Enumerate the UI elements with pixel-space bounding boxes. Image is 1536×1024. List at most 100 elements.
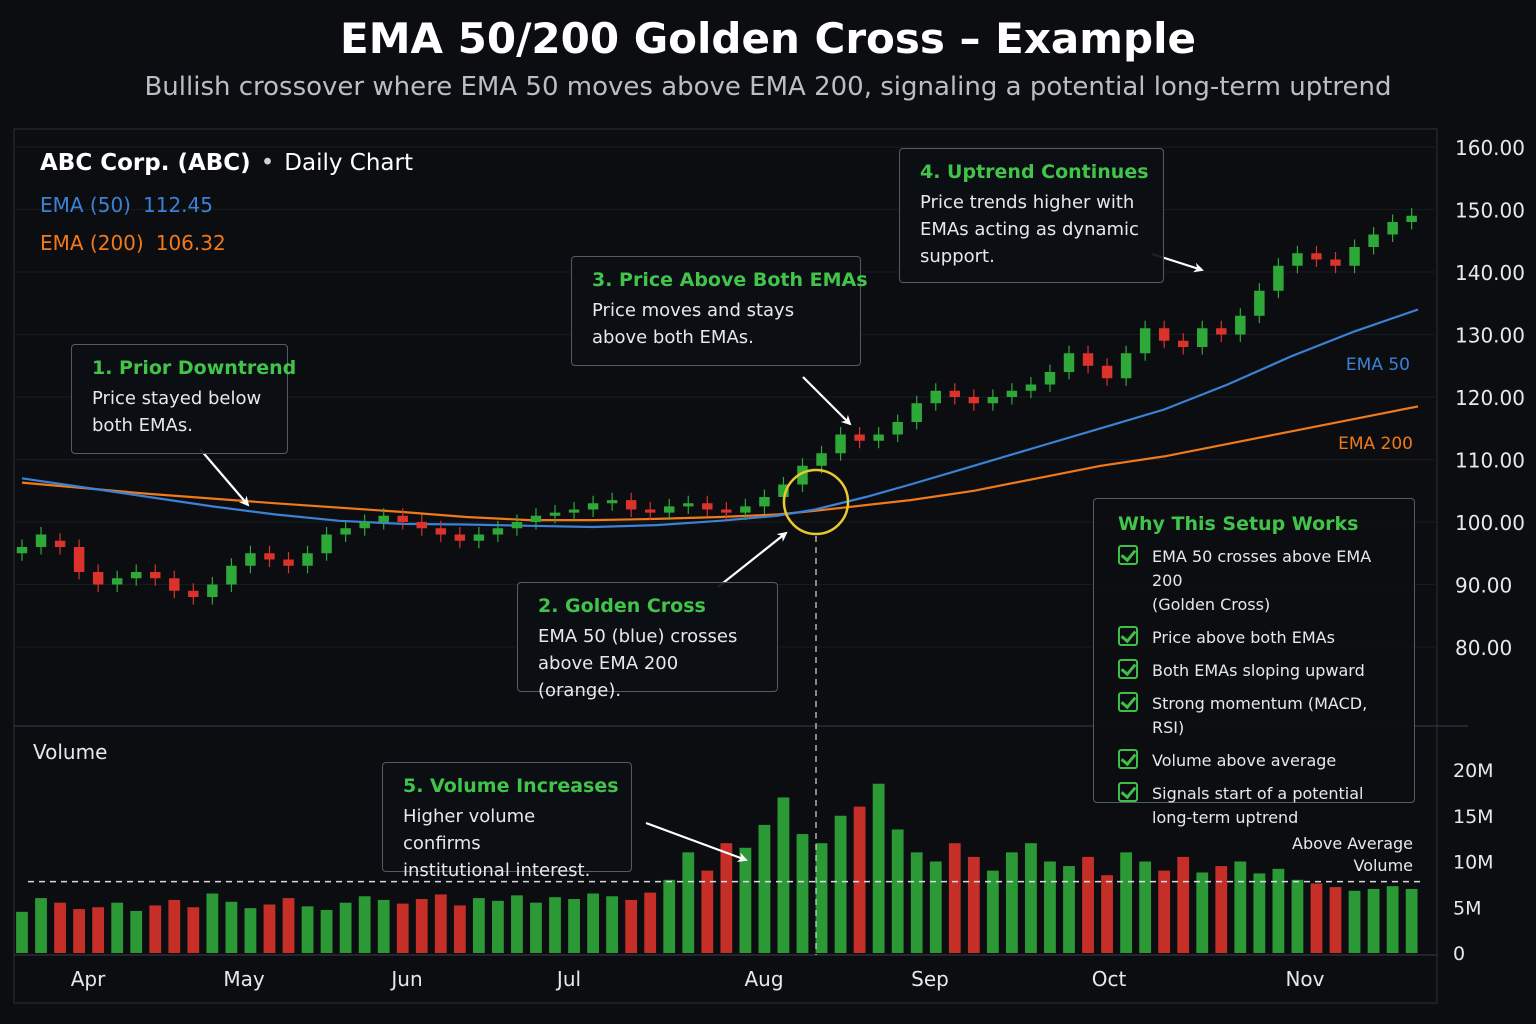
callout-title: 1. Prior Downtrend bbox=[92, 357, 297, 379]
volume-bar bbox=[1044, 861, 1056, 953]
volume-bar bbox=[530, 902, 542, 953]
page-title: EMA 50/200 Golden Cross – Example bbox=[340, 14, 1196, 63]
checkbox-checked-icon bbox=[1118, 659, 1138, 679]
candle-body bbox=[321, 534, 332, 554]
candle-body bbox=[130, 572, 142, 579]
month-tick-label: Jul bbox=[555, 967, 581, 991]
volume-bar bbox=[701, 870, 714, 953]
candle-body bbox=[1406, 215, 1417, 222]
candle-body bbox=[1254, 290, 1265, 316]
why-item: Signals start of a potential long-term u… bbox=[1118, 782, 1398, 830]
volume-bar bbox=[758, 824, 771, 953]
volume-bar bbox=[1386, 886, 1399, 953]
why-item-line: Volume above average bbox=[1152, 751, 1337, 770]
month-tick-label: Apr bbox=[71, 967, 106, 991]
volume-bar bbox=[1272, 868, 1285, 953]
volume-bar bbox=[853, 806, 866, 953]
callout-title: 5. Volume Increases bbox=[403, 775, 619, 797]
price-tick-label: 160.00 bbox=[1455, 136, 1525, 160]
candle-body bbox=[911, 403, 922, 422]
candle-body bbox=[816, 453, 827, 466]
candle-body bbox=[702, 503, 713, 510]
callout-golden-cross: 2. Golden Cross EMA 50 (blue) crosses ab… bbox=[517, 582, 778, 701]
volume-bar bbox=[358, 896, 371, 953]
volume-tick-label: 20M bbox=[1453, 760, 1494, 782]
callout-title: 2. Golden Cross bbox=[538, 595, 706, 617]
volume-bar bbox=[492, 900, 504, 953]
candle-body bbox=[92, 572, 104, 585]
volume-bar bbox=[16, 911, 28, 953]
candle-body bbox=[854, 434, 865, 441]
why-panel-title: Why This Setup Works bbox=[1118, 513, 1359, 535]
candle-body bbox=[454, 534, 466, 541]
candle-body bbox=[1158, 328, 1170, 341]
volume-bar bbox=[1348, 890, 1361, 953]
why-item: EMA 50 crosses above EMA 200 (Golden Cro… bbox=[1118, 545, 1398, 617]
candle-body bbox=[1311, 253, 1322, 260]
volume-bar bbox=[1310, 883, 1323, 953]
volume-bar bbox=[54, 902, 66, 953]
price-tick-label: 120.00 bbox=[1455, 386, 1525, 410]
candle-body bbox=[568, 509, 580, 513]
volume-bar bbox=[777, 797, 790, 953]
ema50-readout: EMA (50) 112.45 bbox=[40, 193, 213, 217]
arrow-volume-increases bbox=[645, 821, 748, 862]
volume-bar bbox=[130, 910, 143, 953]
candle-body bbox=[264, 553, 275, 560]
volume-bar bbox=[73, 909, 86, 953]
volume-bar bbox=[92, 907, 105, 953]
volume-bar bbox=[1215, 866, 1228, 953]
why-item-text: Both EMAs sloping upward bbox=[1152, 659, 1365, 683]
volume-bar bbox=[339, 902, 352, 953]
volume-bar bbox=[986, 870, 999, 953]
candle-body bbox=[188, 590, 199, 597]
candle-body bbox=[111, 578, 123, 585]
candle-body bbox=[987, 397, 999, 404]
candle-body bbox=[740, 506, 751, 513]
volume-bar bbox=[1082, 856, 1094, 953]
ema50-line bbox=[21, 308, 1419, 529]
candle-body bbox=[759, 497, 770, 507]
volume-bar bbox=[244, 908, 257, 953]
volume-tick-label: 5M bbox=[1453, 897, 1481, 919]
candle-body bbox=[1006, 390, 1018, 397]
volume-bar bbox=[35, 898, 47, 953]
ema200-readout: EMA (200) 106.32 bbox=[40, 231, 226, 255]
candle-body bbox=[1025, 384, 1037, 391]
candle-body bbox=[1368, 234, 1379, 247]
volume-bar bbox=[720, 843, 733, 953]
candle-body bbox=[73, 547, 85, 572]
month-tick-label: Aug bbox=[744, 967, 783, 991]
callout-text-line: Price moves and stays bbox=[592, 300, 795, 321]
volume-bar bbox=[149, 905, 162, 953]
why-item: Volume above average bbox=[1118, 749, 1398, 773]
volume-bar bbox=[1025, 843, 1037, 953]
callout-title: 3. Price Above Both EMAs bbox=[592, 269, 868, 291]
candle-body bbox=[169, 578, 180, 591]
candle-body bbox=[1197, 328, 1208, 347]
why-item-line: (Golden Cross) bbox=[1152, 595, 1271, 614]
candle-body bbox=[1177, 340, 1189, 347]
callout-text-line: institutional interest. bbox=[403, 860, 591, 881]
candle-body bbox=[873, 434, 884, 441]
volume-bar bbox=[872, 783, 885, 953]
volume-bar bbox=[1367, 888, 1380, 953]
why-item-text: Price above both EMAs bbox=[1152, 626, 1335, 650]
volume-bar bbox=[1291, 879, 1304, 953]
candle-body bbox=[54, 540, 66, 547]
candle-body bbox=[530, 515, 542, 522]
price-tick-label: 110.00 bbox=[1455, 449, 1525, 473]
volume-bar bbox=[948, 843, 961, 953]
callout-text-line: Price trends higher with bbox=[920, 192, 1135, 213]
candle-body bbox=[892, 422, 903, 435]
volume-bar bbox=[1329, 887, 1342, 953]
price-tick-label: 150.00 bbox=[1455, 199, 1525, 223]
volume-bar bbox=[663, 879, 676, 953]
candle-body bbox=[302, 553, 313, 566]
volume-bar bbox=[1101, 875, 1113, 953]
checkbox-checked-icon bbox=[1118, 782, 1138, 802]
volume-tick-label: 0 bbox=[1453, 943, 1465, 965]
golden-cross-circle bbox=[782, 468, 850, 536]
volume-bar bbox=[644, 892, 657, 953]
volume-bar bbox=[625, 899, 638, 953]
